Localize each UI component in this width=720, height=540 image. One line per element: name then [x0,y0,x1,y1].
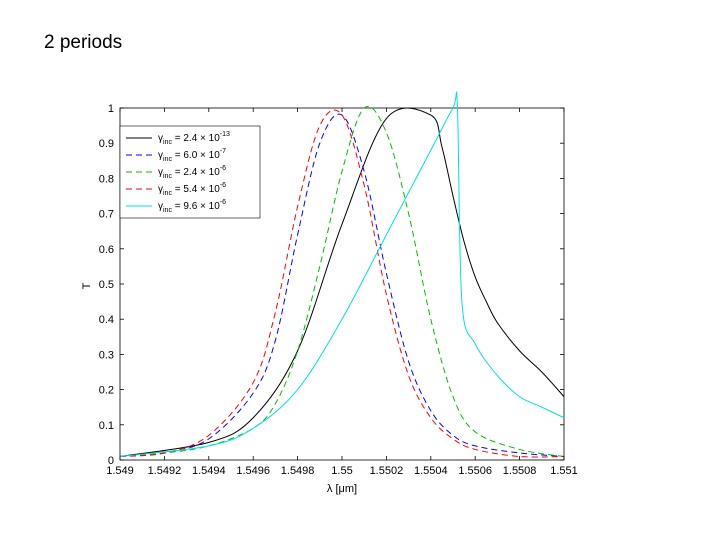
y-tick-label: 1 [108,103,114,115]
x-tick-label: 1.5496 [236,465,270,477]
y-tick-label: 0.3 [99,349,114,361]
legend-box [119,125,261,219]
y-tick-label: 0.8 [99,173,114,185]
y-tick-label: 0 [108,455,114,467]
legend-label: γinc = 2.4 × 10-13 [158,131,230,146]
legend-label: γinc = 2.4 × 10-6 [158,165,226,180]
y-axis: 0 0.1 0.2 0.3 0.4 0.5 0.6 0.7 0.8 0.9 1 [99,103,564,467]
y-tick-label: 0.9 [99,138,114,150]
series-layer [119,91,565,458]
series-line-2 [119,113,565,457]
x-tick-label: 1.55 [331,465,352,477]
series-line-3 [119,105,565,457]
y-tick-label: 0.6 [99,244,114,256]
y-tick-label: 0.5 [99,279,114,291]
legend: γinc = 2.4 × 10-13 γinc = 6.0 × 10-7 γinc … [119,125,261,219]
slide-title: 2 periods [44,32,123,53]
x-axis-label: λ [μm] [327,483,357,495]
x-tick-label: 1.5494 [192,465,226,477]
y-tick-label: 0.7 [99,209,114,221]
x-tick-label: 1.5506 [458,465,492,477]
x-tick-label: 1.5498 [281,465,315,477]
x-axis: 1.549 1.5492 1.5494 1.5496 1.5498 1.55 1.5502 1… [106,108,578,477]
x-tick-label: 1.549 [106,465,134,477]
y-tick-label: 0.2 [99,385,114,397]
x-tick-label: 1.5504 [414,465,448,477]
x-tick-label: 1.5492 [148,465,182,477]
legend-label: γinc = 6.0 × 10-7 [158,148,226,163]
series-line-4 [119,109,565,458]
legend-label: γinc = 5.4 × 10-6 [158,182,226,197]
x-tick-label: 1.5508 [503,465,537,477]
series-line-1 [119,107,565,457]
y-axis-label: T [81,282,93,289]
y-tick-label: 0.1 [99,420,114,432]
series-line-5 [119,91,565,457]
y-tick-label: 0.4 [99,314,114,326]
x-tick-label: 1.551 [550,465,578,477]
x-tick-label: 1.5502 [370,465,404,477]
legend-label: γinc = 9.6 × 10-6 [158,199,226,214]
